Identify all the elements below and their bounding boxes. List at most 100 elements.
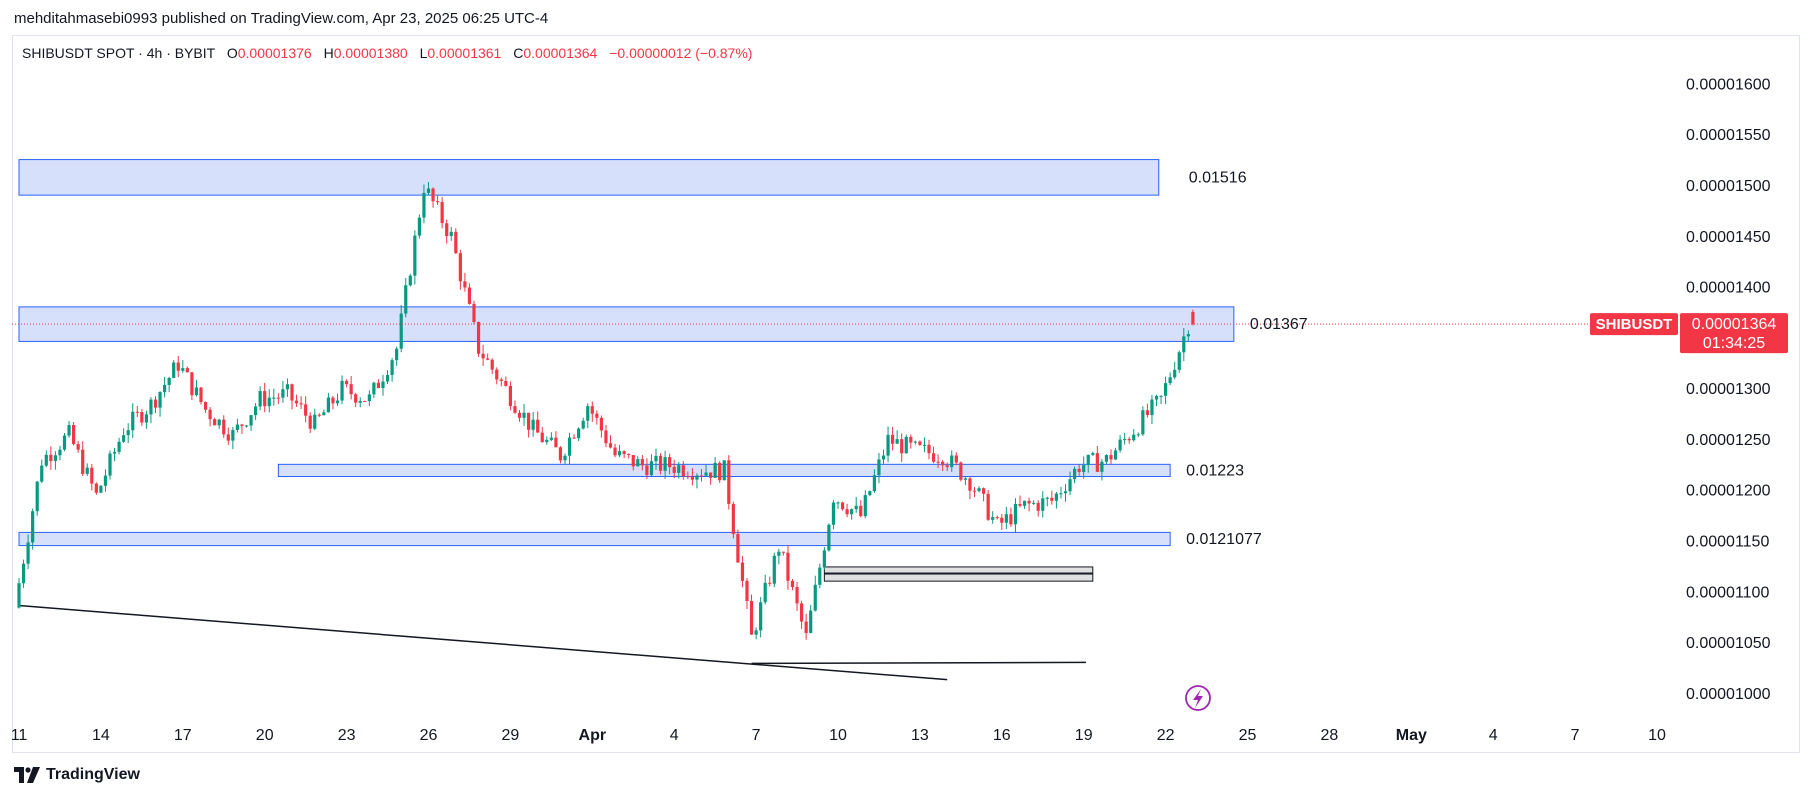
x-tick-label: 22 [1157,727,1175,744]
candle [49,446,53,470]
candle [759,596,763,638]
candle [618,444,622,458]
candle-body [240,424,244,426]
candle-body [413,235,417,276]
candle [595,410,599,425]
y-axis[interactable]: 0.00001600 0.00001550 0.00001500 0.00001450… [1686,76,1771,702]
candle-body [463,281,467,288]
candle-body [749,600,754,635]
candle-body [44,454,48,466]
candle [258,386,262,411]
candle-body [922,444,927,446]
candle [140,409,144,426]
candle [763,574,767,605]
candle-body [1150,399,1154,416]
candle [436,195,440,206]
candle [272,388,276,406]
candle-body [636,459,640,467]
plot-pane[interactable] [17,159,1235,681]
candle-body [517,412,522,418]
candle-body [504,380,508,386]
grey-box-1[interactable] [823,566,1094,574]
candle [213,417,217,426]
candle [413,230,417,285]
candle [982,487,986,502]
candle [709,472,713,485]
candle [17,578,21,609]
current-price-tag[interactable]: SHIBUSDT 0.00001364 01:34:25 [1590,313,1788,354]
candle [135,405,139,418]
candle-body [81,449,85,474]
candle-body [1136,434,1140,436]
candle-body [800,603,804,622]
candle [1154,394,1159,407]
zone-label-0-01223: 0.01223 [1186,462,1244,479]
candle-body [645,465,649,476]
candle [1168,372,1172,386]
candle-body [140,412,144,423]
candle-body [322,412,326,416]
candle-body [445,223,449,236]
candle [745,578,749,610]
candle [144,410,148,429]
candle-body [654,455,658,462]
tradingview-footer[interactable]: TradingView [14,766,140,784]
x-axis[interactable]: 11 14 17 20 23 26 29 Apr 4 7 10 13 16 19 22 25 28 May 4 7 10 [11,727,1666,744]
candle [972,486,977,498]
candle-body [203,401,208,410]
candle-body [709,472,713,478]
candle [1118,435,1122,453]
candle-body [1009,514,1013,525]
lightning-icon[interactable] [1185,685,1211,711]
candle [126,423,130,443]
candle-body [199,387,203,402]
candle [267,389,271,413]
zone-rect-1[interactable] [18,159,1160,196]
candle-body [26,542,30,564]
candle [476,321,481,357]
candle-body [449,231,453,236]
candle [768,576,772,587]
candle [35,480,39,516]
candle [904,434,908,454]
legend-change: −0.00000012 (−0.87%) [609,45,753,61]
candle-body [1177,352,1181,370]
trend-line-2[interactable] [751,661,1086,665]
candle-body [431,188,435,202]
grey-box-2[interactable] [823,573,1094,582]
candle-body [1186,334,1190,337]
candle [1073,466,1077,484]
candle-body [672,467,676,473]
candle [340,375,344,405]
candle [1177,350,1181,373]
candle [1027,497,1031,512]
candle-body [586,406,590,421]
candle [722,460,726,481]
candle-body [877,459,881,476]
candle-body [781,551,785,553]
candle-body [840,502,845,510]
candle-body [1073,468,1077,480]
candle [249,414,253,432]
candle [445,219,449,244]
ohlc-legend: SHIBUSDT SPOT · 4h · BYBIT O0.00001376 H… [22,45,752,61]
candle-body [340,380,344,401]
candle [577,427,581,442]
candle [809,605,813,634]
candle-body [372,382,376,395]
candle [131,403,135,439]
candle-body [490,359,494,370]
zone-rect-4[interactable] [18,531,1171,547]
candle-body [1191,311,1195,325]
trend-line-1[interactable] [18,604,948,681]
y-tick-label: 0.00001500 [1686,178,1771,195]
candle-body [508,385,512,407]
candle [26,534,30,570]
candle-body [577,428,581,439]
candle [968,476,972,500]
candle [1150,395,1154,425]
candle-body [658,455,663,471]
candle-body [549,437,553,440]
candle-body [1086,454,1090,466]
